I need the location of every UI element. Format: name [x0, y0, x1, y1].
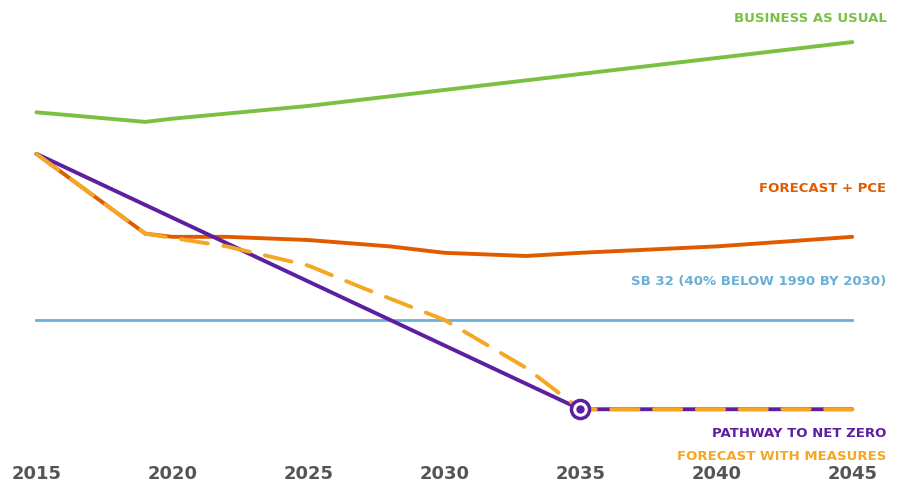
Text: BUSINESS AS USUAL: BUSINESS AS USUAL	[734, 12, 886, 25]
Text: SB 32 (40% BELOW 1990 BY 2030): SB 32 (40% BELOW 1990 BY 2030)	[631, 275, 886, 288]
Text: FORECAST WITH MEASURES: FORECAST WITH MEASURES	[677, 450, 886, 463]
Text: PATHWAY TO NET ZERO: PATHWAY TO NET ZERO	[712, 427, 886, 440]
Text: FORECAST + PCE: FORECAST + PCE	[760, 182, 886, 195]
